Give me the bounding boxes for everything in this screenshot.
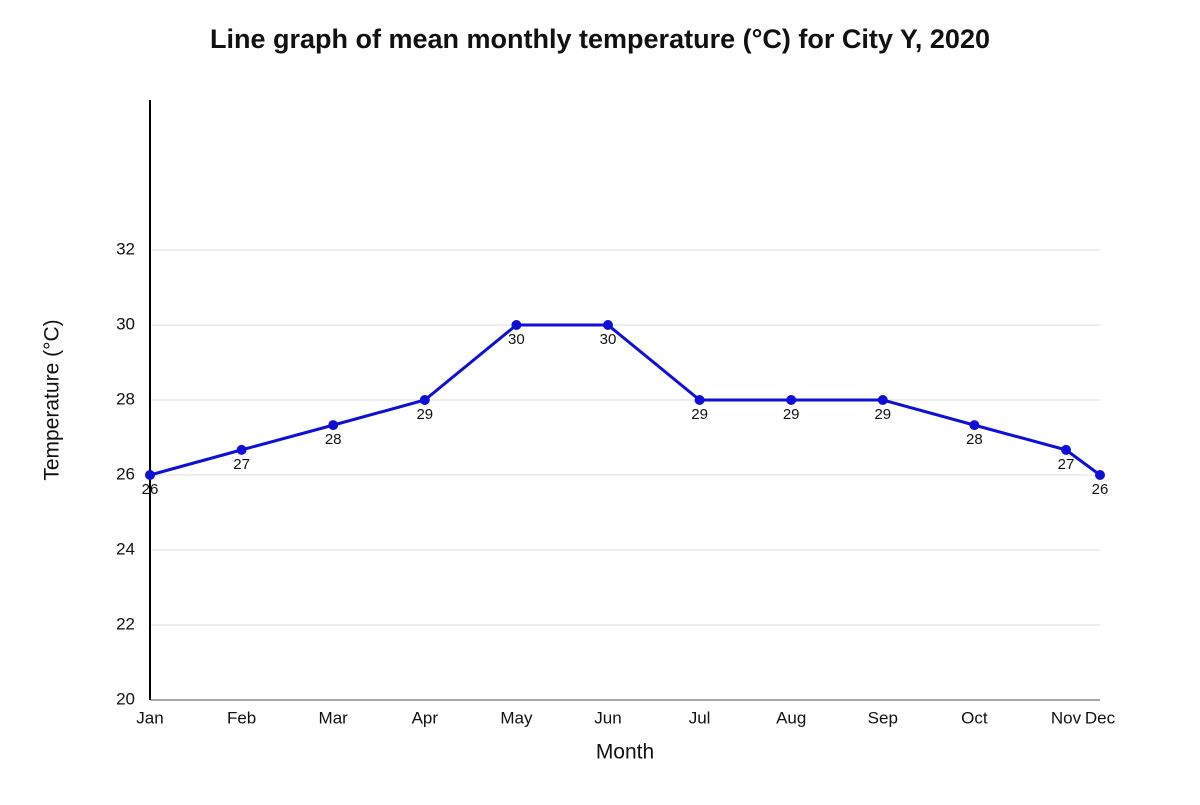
- x-tick-label: Oct: [961, 708, 988, 727]
- y-tick-label: 22: [116, 614, 135, 633]
- point-label: 29: [691, 406, 708, 423]
- x-tick-label: Sep: [868, 708, 898, 727]
- x-tick-label: Mar: [319, 708, 349, 727]
- y-tick-label: 20: [116, 689, 135, 708]
- point-label: 30: [600, 331, 617, 348]
- point-label: 27: [233, 456, 250, 473]
- x-tick-label: Jan: [136, 708, 163, 727]
- line: [149, 323, 1101, 477]
- x-axis-label: Month: [596, 741, 654, 764]
- point-label: 30: [508, 331, 525, 348]
- point-label: 28: [325, 431, 342, 448]
- point-label: 27: [1058, 456, 1075, 473]
- chart-title: Line graph of mean monthly temperature (…: [210, 24, 990, 54]
- point: [419, 395, 430, 405]
- y-tick-label: 24: [116, 539, 135, 558]
- point: [694, 395, 705, 405]
- point-label: 26: [1092, 481, 1109, 498]
- point-label: 29: [416, 406, 433, 423]
- y-tick-label: 28: [116, 389, 135, 408]
- point: [603, 320, 613, 330]
- x-tick-label: Feb: [227, 708, 256, 727]
- point: [877, 395, 888, 405]
- point: [511, 320, 522, 330]
- x-tick-label: Jul: [689, 708, 711, 727]
- point: [236, 444, 247, 455]
- point: [969, 420, 980, 431]
- x-tick-label: Apr: [412, 708, 439, 727]
- y-tick-label: 26: [116, 464, 135, 483]
- point-label: 26: [142, 481, 159, 498]
- y-tick-label: 30: [116, 314, 135, 333]
- x-tick-label: Aug: [776, 708, 806, 727]
- x-tick-label: Jun: [594, 708, 621, 727]
- y-axis-label: Temperature (°C): [41, 319, 64, 480]
- point-label: 29: [783, 406, 800, 423]
- point-label: 28: [966, 431, 983, 448]
- point: [1095, 470, 1105, 480]
- point: [1061, 444, 1071, 455]
- x-tick-label: May: [500, 708, 533, 727]
- point: [328, 420, 339, 431]
- x-tick-label: Dec: [1085, 708, 1116, 727]
- y-tick-label: 32: [116, 239, 135, 258]
- point: [786, 395, 797, 405]
- point-label: 29: [874, 406, 891, 423]
- point: [145, 470, 155, 480]
- x-tick-label: Nov: [1051, 708, 1082, 727]
